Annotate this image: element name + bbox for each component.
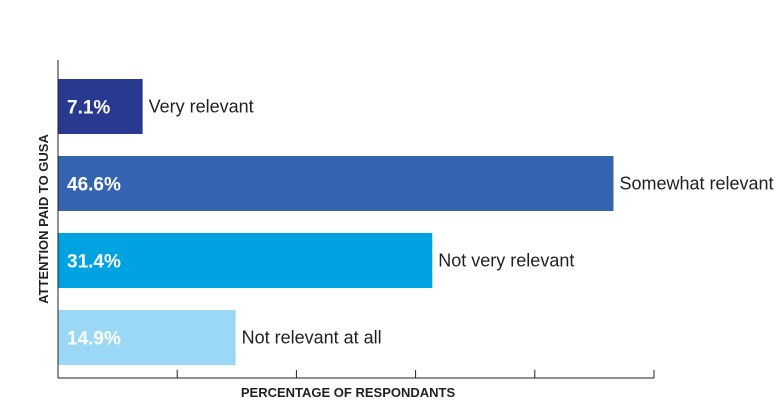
x-ticks-group: [57, 370, 655, 378]
bar-category-label: Not relevant at all: [242, 328, 382, 348]
bar: [58, 156, 614, 211]
bar-labels-group: 7.1% Very relevant 46.6% Somewhat relevant 3…: [67, 97, 774, 350]
bar: [58, 79, 143, 134]
bar-category-label: Somewhat relevant: [619, 174, 773, 194]
bar-value-label: 31.4%: [67, 252, 121, 273]
bar-category-label: Not very relevant: [438, 251, 574, 271]
bar-value-label: 14.9%: [67, 329, 121, 350]
y-axis-title: ATTENTION PAID TO GUSA: [36, 134, 51, 304]
bar: [58, 233, 433, 288]
bar-category-label: Very relevant: [149, 97, 254, 117]
axes-group: [57, 60, 654, 379]
bar-value-label: 46.6%: [67, 175, 121, 196]
bars-group: [58, 79, 614, 365]
bar: [58, 310, 236, 365]
bar-value-label: 7.1%: [67, 98, 110, 119]
x-axis-title: PERCENTAGE OF RESPONDANTS: [241, 385, 456, 400]
